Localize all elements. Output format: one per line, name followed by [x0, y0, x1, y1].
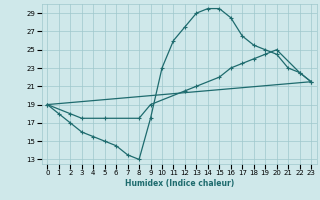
X-axis label: Humidex (Indice chaleur): Humidex (Indice chaleur): [124, 179, 234, 188]
